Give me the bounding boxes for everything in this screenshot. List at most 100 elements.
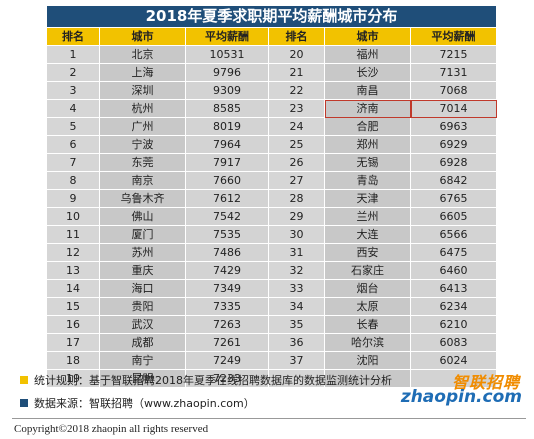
table-row: 6 宁波 7964 25 郑州 6929 <box>46 135 497 154</box>
left-city-cell: 杭州 <box>99 99 186 118</box>
table-row: 11 厦门 7535 30 大连 6566 <box>46 225 497 244</box>
right-city-cell: 福州 <box>324 45 411 64</box>
left-salary-cell: 7964 <box>185 135 269 154</box>
blue-square-icon <box>20 399 28 407</box>
right-city-cell: 天津 <box>324 189 411 208</box>
table-header-row: 排名 城市 平均薪酬 排名 城市 平均薪酬 <box>46 27 497 46</box>
right-city-cell: 长春 <box>324 315 411 334</box>
table-row: 5 广州 8019 24 合肥 6963 <box>46 117 497 136</box>
right-city-cell: 长沙 <box>324 63 411 82</box>
right-city-cell: 哈尔滨 <box>324 333 411 352</box>
left-city-cell: 重庆 <box>99 261 186 280</box>
right-city-cell: 石家庄 <box>324 261 411 280</box>
left-city-cell: 武汉 <box>99 315 186 334</box>
right-rank-cell: 25 <box>268 135 325 154</box>
right-city-cell: 济南 <box>324 99 411 118</box>
left-rank-cell: 17 <box>46 333 100 352</box>
right-rank-cell: 20 <box>268 45 325 64</box>
left-rank-cell: 10 <box>46 207 100 226</box>
left-rank-cell: 4 <box>46 99 100 118</box>
copyright-text: Copyright©2018 zhaopin all rights reserv… <box>14 423 209 435</box>
yellow-square-icon <box>20 376 28 384</box>
left-salary-cell: 7660 <box>185 171 269 190</box>
right-salary-cell: 6929 <box>410 135 497 154</box>
left-city-cell: 东莞 <box>99 153 186 172</box>
left-rank-cell: 9 <box>46 189 100 208</box>
right-salary-cell: 7068 <box>410 81 497 100</box>
left-rank-cell: 16 <box>46 315 100 334</box>
table-row: 14 海口 7349 33 烟台 6413 <box>46 279 497 298</box>
table-row: 17 成都 7261 36 哈尔滨 6083 <box>46 333 497 352</box>
table-row: 13 重庆 7429 32 石家庄 6460 <box>46 261 497 280</box>
right-salary-cell: 6963 <box>410 117 497 136</box>
left-rank-cell: 2 <box>46 63 100 82</box>
left-city-cell: 乌鲁木齐 <box>99 189 186 208</box>
right-city-cell: 烟台 <box>324 279 411 298</box>
right-salary-cell: 7131 <box>410 63 497 82</box>
left-rank-cell: 7 <box>46 153 100 172</box>
left-rank-cell: 19 <box>46 369 100 388</box>
left-city-cell: 深圳 <box>99 81 186 100</box>
left-city-cell: 佛山 <box>99 207 186 226</box>
left-rank-cell: 5 <box>46 117 100 136</box>
header-city-right: 城市 <box>324 27 411 46</box>
table-row: 15 贵阳 7335 34 太原 6234 <box>46 297 497 316</box>
right-salary-cell: 6928 <box>410 153 497 172</box>
left-city-cell: 苏州 <box>99 243 186 262</box>
left-rank-cell: 1 <box>46 45 100 64</box>
right-rank-cell: 34 <box>268 297 325 316</box>
right-salary-cell <box>410 369 497 388</box>
right-rank-cell: 32 <box>268 261 325 280</box>
right-salary-cell: 7014 <box>410 99 497 118</box>
right-city-cell: 郑州 <box>324 135 411 154</box>
left-salary-cell: 7429 <box>185 261 269 280</box>
right-rank-cell: 24 <box>268 117 325 136</box>
right-salary-cell: 6234 <box>410 297 497 316</box>
right-rank-cell: 33 <box>268 279 325 298</box>
logo-en-text: zhaopin.com <box>400 387 522 407</box>
right-city-cell: 沈阳 <box>324 351 411 370</box>
right-salary-cell: 6083 <box>410 333 497 352</box>
left-city-cell: 广州 <box>99 117 186 136</box>
right-rank-cell: 22 <box>268 81 325 100</box>
right-rank-cell: 21 <box>268 63 325 82</box>
left-city-cell: 上海 <box>99 63 186 82</box>
left-rank-cell: 12 <box>46 243 100 262</box>
right-salary-cell: 6210 <box>410 315 497 334</box>
table-row: 1 北京 10531 20 福州 7215 <box>46 45 497 64</box>
right-city-cell: 合肥 <box>324 117 411 136</box>
zhaopin-logo: 智联招聘 zhaopin.com <box>400 369 526 411</box>
table-row: 9 乌鲁木齐 7612 28 天津 6765 <box>46 189 497 208</box>
left-salary-cell: 9309 <box>185 81 269 100</box>
left-city-cell: 海口 <box>99 279 186 298</box>
left-city-cell: 贵阳 <box>99 297 186 316</box>
table-row: 18 南宁 7249 37 沈阳 6024 <box>46 351 497 370</box>
table-row: 4 杭州 8585 23 济南 7014 <box>46 99 497 118</box>
left-city-cell: 昆明 <box>99 369 186 388</box>
right-city-cell: 南昌 <box>324 81 411 100</box>
right-salary-cell: 6413 <box>410 279 497 298</box>
right-salary-cell: 6765 <box>410 189 497 208</box>
data-source-text: 数据来源：智联招聘（www.zhaopin.com） <box>34 397 255 410</box>
header-salary-right: 平均薪酬 <box>410 27 497 46</box>
left-rank-cell: 11 <box>46 225 100 244</box>
right-rank-cell: 31 <box>268 243 325 262</box>
header-salary-left: 平均薪酬 <box>185 27 269 46</box>
left-salary-cell: 7263 <box>185 315 269 334</box>
right-city-cell: 无锡 <box>324 153 411 172</box>
left-salary-cell: 8019 <box>185 117 269 136</box>
left-salary-cell: 7233 <box>185 369 269 388</box>
left-salary-cell: 7249 <box>185 351 269 370</box>
left-city-cell: 成都 <box>99 333 186 352</box>
left-rank-cell: 3 <box>46 81 100 100</box>
left-rank-cell: 6 <box>46 135 100 154</box>
left-salary-cell: 7486 <box>185 243 269 262</box>
right-salary-cell: 6460 <box>410 261 497 280</box>
right-salary-cell: 6024 <box>410 351 497 370</box>
right-city-cell: 大连 <box>324 225 411 244</box>
right-salary-cell: 6605 <box>410 207 497 226</box>
table-row: 12 苏州 7486 31 西安 6475 <box>46 243 497 262</box>
left-salary-cell: 7261 <box>185 333 269 352</box>
right-salary-cell: 6842 <box>410 171 497 190</box>
right-rank-cell: 29 <box>268 207 325 226</box>
